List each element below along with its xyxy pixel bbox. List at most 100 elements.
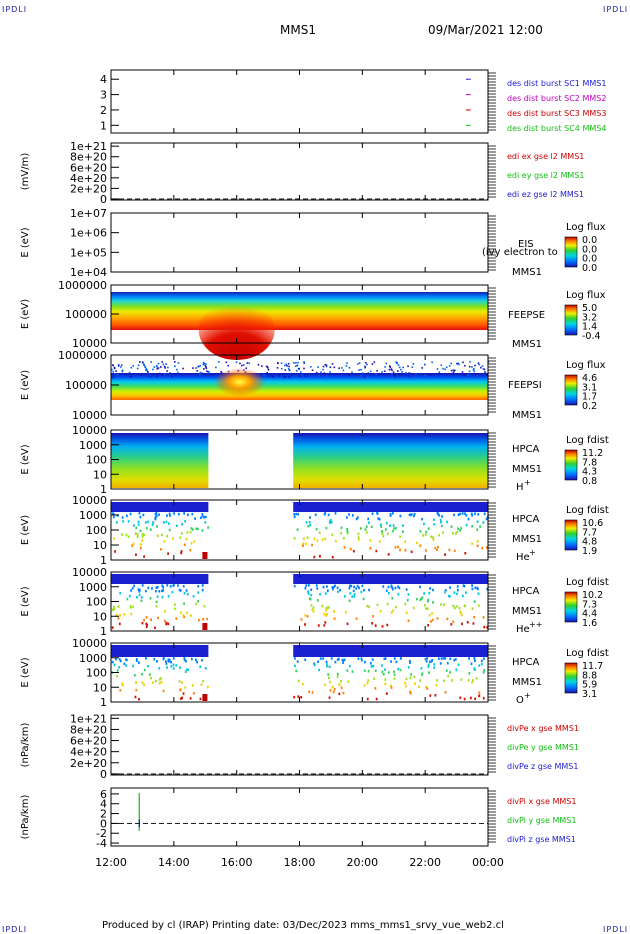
y-tick-label: 100 (86, 596, 107, 609)
panel-frame-divpi (110, 787, 489, 847)
instrument-label: HPCA (512, 657, 540, 668)
hpca-count-speck (444, 589, 447, 592)
panel-frame-burst (110, 69, 489, 134)
hpca-count-speck (387, 532, 389, 536)
hpca-count-speck (434, 546, 437, 550)
feeps-i-noise-speck (157, 367, 160, 369)
hpca-count-speck (471, 525, 474, 528)
hpca-count-speck (135, 553, 137, 556)
hpca-count-speck (116, 674, 119, 678)
hpca-count-speck (331, 555, 334, 559)
feeps-i-noise-speck (177, 362, 180, 364)
hpca-count-speck (356, 516, 359, 519)
feeps-i-noise-speck (375, 373, 377, 375)
colorbar-label: 3.1 (582, 382, 597, 393)
feeps-i-noise-speck (113, 367, 116, 370)
hpca-count-speck (362, 597, 365, 601)
hpca-count-speck (201, 584, 204, 587)
hpca-count-speck (132, 664, 135, 668)
hpca-count-speck (325, 614, 328, 617)
hpca-count-speck (325, 585, 328, 588)
hpca-count-speck (152, 521, 155, 525)
colorbar-label: 7.7 (582, 527, 597, 538)
feeps-i-noise-speck (206, 370, 208, 373)
species-charge-label: + (529, 548, 536, 557)
hpca-count-speck (437, 512, 440, 516)
hpca-count-speck (123, 662, 126, 666)
hpca-count-speck (481, 546, 484, 550)
hpca-count-speck (453, 606, 456, 610)
feeps-i-noise-speck (174, 365, 176, 368)
spacecraft-label: MMS1 (512, 464, 542, 475)
hpca-count-speck (374, 687, 377, 690)
hpca-count-speck (404, 602, 407, 606)
feeps-i-noise-speck (452, 372, 455, 374)
hpca-count-speck (346, 532, 349, 535)
hpca-count-speck (390, 686, 393, 689)
y-tick-label: 2 (100, 808, 107, 821)
hpca-count-speck (460, 678, 463, 681)
hpca-count-speck (140, 599, 143, 603)
spacecraft-label: MMS1 (512, 534, 542, 545)
hpca-count-speck (413, 514, 415, 518)
hpca-count-speck (423, 604, 426, 607)
feeps-i-noise-speck (284, 364, 286, 367)
hpca-count-speck (296, 528, 299, 531)
instrument-label: HPCA (512, 586, 540, 597)
hpca-count-speck (349, 547, 352, 551)
hpca-count-speck (156, 585, 159, 589)
hpca-count-speck (194, 658, 197, 662)
hpca-count-speck (202, 618, 205, 621)
hpca-count-speck (122, 520, 125, 523)
panel-frame-edi (110, 142, 489, 201)
hpca-count-speck (297, 512, 300, 516)
hpca-count-speck (177, 512, 180, 516)
hpca-count-speck (393, 673, 396, 676)
hpca-count-speck (112, 515, 115, 519)
hpca-count-speck (469, 696, 472, 700)
hpca-count-speck (143, 683, 145, 686)
hpca-count-speck (333, 688, 336, 691)
hpca-count-speck (386, 623, 389, 627)
hpca-count-speck (352, 589, 355, 593)
hpca-count-speck (145, 589, 147, 593)
hpca-count-speck (165, 662, 168, 665)
legend-entry: edi ex gse l2 MMS1 (507, 152, 584, 161)
y-tick-label: 3 (100, 89, 107, 102)
hpca-count-speck (453, 658, 456, 662)
feeps-i-noise-speck (429, 373, 432, 376)
x-tick-label: 20:00 (346, 856, 378, 869)
hpca-count-speck (151, 587, 153, 590)
corner-label-bottom-left: IPDLI (2, 925, 28, 934)
hpca-count-speck (149, 597, 152, 600)
feeps-i-noise-speck (364, 366, 366, 369)
feeps-i-noise-speck (457, 376, 460, 378)
y-tick-label: 2e+20 (70, 757, 107, 770)
hpca-count-speck (389, 512, 392, 516)
hpca-count-speck (430, 535, 433, 539)
y-tick-label: 4 (100, 798, 107, 811)
y-tick-label: 1e+21 (70, 712, 107, 725)
hpca-count-speck (182, 614, 185, 617)
hpca-count-speck (184, 686, 187, 689)
hpca-count-speck (184, 519, 187, 523)
hpca-count-speck (184, 670, 187, 674)
hpca-count-speck (425, 607, 427, 610)
feeps-i-noise-speck (440, 364, 443, 367)
colorbar-label: 1.4 (582, 322, 597, 333)
hpca-count-speck (410, 513, 413, 516)
colorbar-label: 0.0 (582, 244, 597, 255)
instrument-label: HPCA (512, 514, 540, 525)
hpca-count-speck (446, 617, 449, 621)
x-tick-label: 22:00 (409, 856, 441, 869)
hpca-count-speck (387, 553, 390, 556)
hpca-count-speck (338, 683, 341, 686)
hpca-count-speck (370, 525, 373, 529)
hpca-count-speck (422, 534, 424, 537)
hpca-high-energy-band (293, 645, 488, 657)
legend-entry: des dist burst SC4 MMS4 (507, 124, 606, 133)
feeps-i-noise-speck (390, 368, 393, 370)
hpca-count-speck (319, 554, 321, 558)
hpca-count-speck (379, 523, 382, 526)
feeps-i-noise-speck (469, 361, 471, 363)
